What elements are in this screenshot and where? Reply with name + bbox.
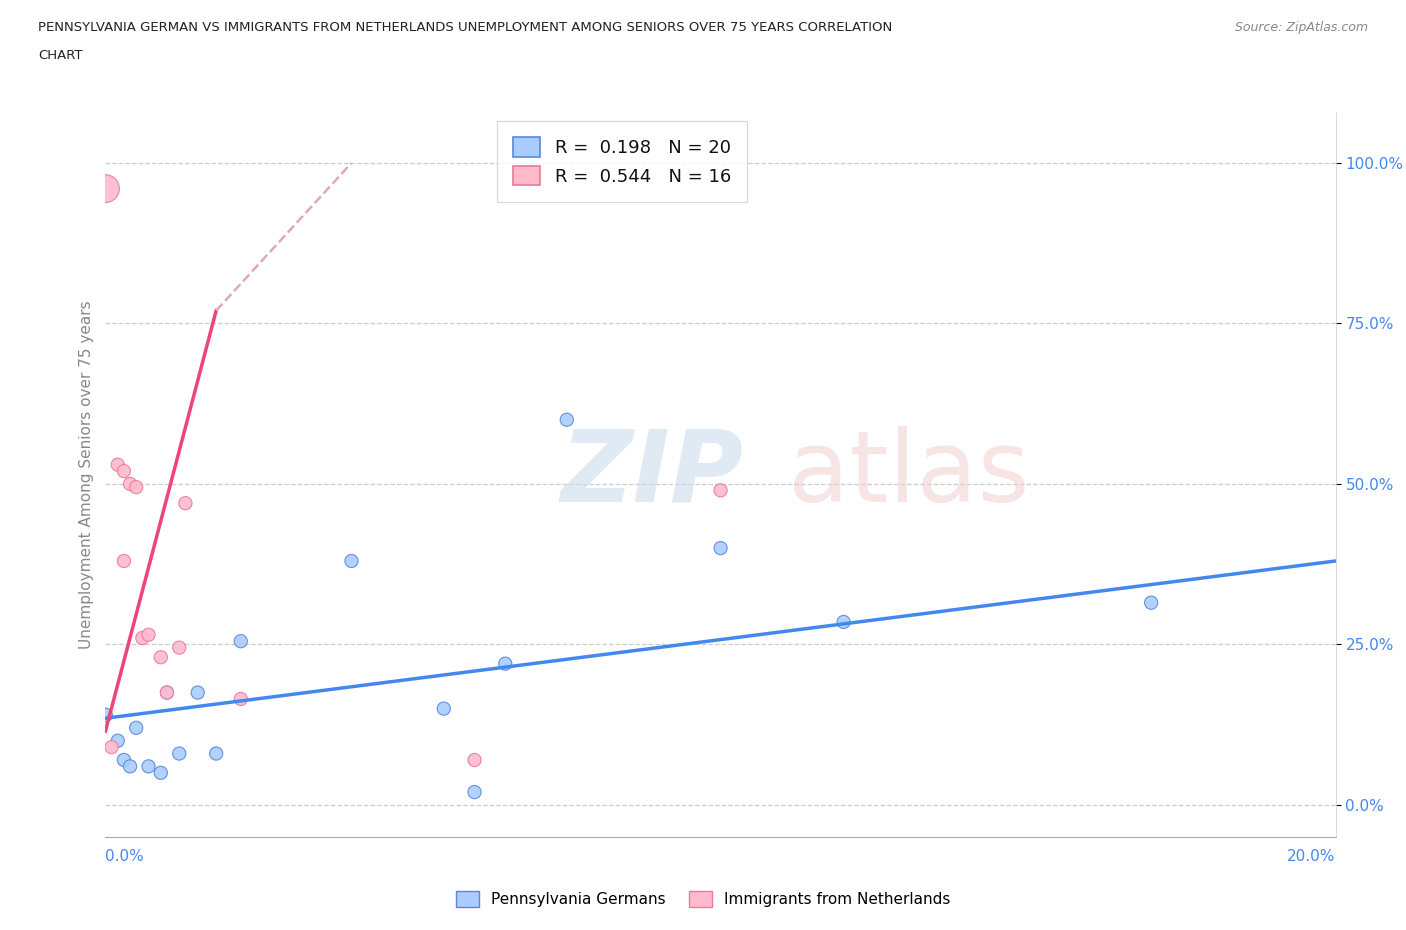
Point: [169, 746, 191, 761]
Point: [112, 553, 135, 568]
Point: [1140, 595, 1163, 610]
Point: [205, 746, 228, 761]
Text: 20.0%: 20.0%: [1288, 849, 1336, 864]
Legend: R =  0.198   N = 20, R =  0.544   N = 16: R = 0.198 N = 20, R = 0.544 N = 16: [496, 121, 748, 202]
Point: [156, 685, 179, 700]
Point: [138, 759, 160, 774]
Point: [187, 685, 209, 700]
Point: [107, 733, 129, 748]
Point: [120, 476, 141, 491]
Point: [710, 483, 733, 498]
Point: [494, 657, 516, 671]
Text: ZIP: ZIP: [561, 426, 744, 523]
Point: [169, 640, 191, 655]
Point: [120, 759, 141, 774]
Point: [229, 692, 252, 707]
Point: [156, 685, 179, 700]
Point: [464, 752, 486, 767]
Text: CHART: CHART: [38, 49, 83, 62]
Point: [149, 650, 172, 665]
Point: [433, 701, 456, 716]
Point: [710, 540, 733, 555]
Point: [112, 464, 135, 479]
Point: [340, 553, 363, 568]
Point: [464, 785, 486, 800]
Legend: Pennsylvania Germans, Immigrants from Netherlands: Pennsylvania Germans, Immigrants from Ne…: [450, 884, 956, 913]
Text: atlas: atlas: [789, 426, 1029, 523]
Y-axis label: Unemployment Among Seniors over 75 years: Unemployment Among Seniors over 75 years: [79, 300, 94, 648]
Text: Source: ZipAtlas.com: Source: ZipAtlas.com: [1234, 21, 1368, 34]
Point: [94, 708, 117, 723]
Point: [832, 615, 855, 630]
Point: [94, 181, 117, 196]
Point: [107, 458, 129, 472]
Text: 0.0%: 0.0%: [105, 849, 145, 864]
Point: [138, 628, 160, 643]
Point: [100, 739, 122, 754]
Point: [131, 631, 153, 645]
Point: [174, 496, 197, 511]
Text: PENNSYLVANIA GERMAN VS IMMIGRANTS FROM NETHERLANDS UNEMPLOYMENT AMONG SENIORS OV: PENNSYLVANIA GERMAN VS IMMIGRANTS FROM N…: [38, 21, 893, 34]
Point: [112, 752, 135, 767]
Point: [555, 412, 578, 427]
Point: [229, 633, 252, 648]
Point: [125, 721, 148, 736]
Point: [149, 765, 172, 780]
Point: [125, 480, 148, 495]
